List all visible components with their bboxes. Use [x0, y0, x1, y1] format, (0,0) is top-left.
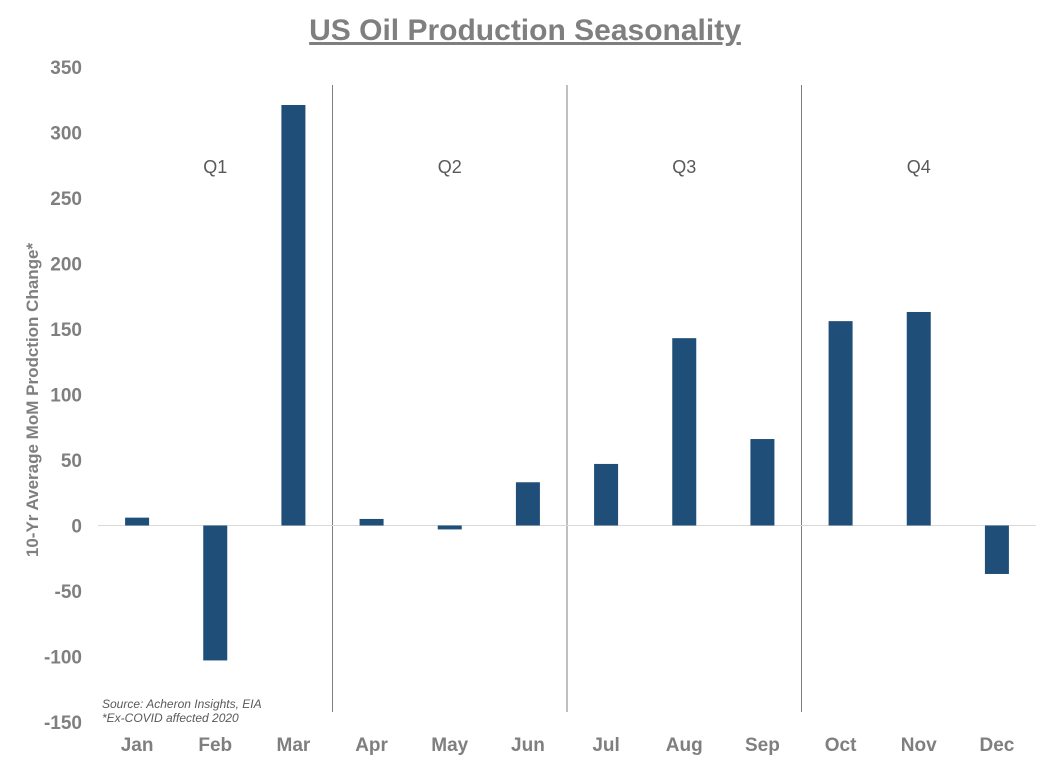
x-tick-label: Feb — [198, 735, 232, 756]
bar-jul — [594, 463, 619, 526]
quarter-label: Q1 — [203, 157, 227, 177]
x-tick-label: Jul — [592, 735, 619, 756]
footnote: *Ex-COVID affected 2020 — [102, 711, 239, 725]
y-tick-label: 0 — [71, 517, 82, 538]
quarter-labels: Q1 Q2 Q3 Q4 — [203, 157, 931, 177]
y-tick-label: 150 — [50, 320, 82, 341]
x-tick-label: Apr — [355, 735, 388, 756]
quarter-label: Q4 — [907, 157, 931, 177]
y-tick-label: 250 — [50, 189, 82, 210]
quarter-label: Q2 — [438, 157, 462, 177]
bars — [125, 104, 1009, 661]
x-tick-label: Sep — [745, 735, 780, 756]
bar-dec — [984, 525, 1009, 574]
bar-jan — [125, 517, 150, 526]
y-tick-label: -100 — [44, 648, 82, 669]
x-tick-label: Jan — [121, 735, 154, 756]
quarter-label: Q3 — [672, 157, 696, 177]
x-tick-label: Dec — [979, 735, 1014, 756]
bar-may — [437, 525, 462, 530]
bar-apr — [359, 518, 384, 526]
y-axis-label: 10-Yr Average MoM Prodction Change* — [23, 242, 42, 557]
y-tick-label: 300 — [50, 124, 82, 145]
y-tick-label: -150 — [44, 713, 82, 734]
x-tick-label: Nov — [901, 735, 937, 756]
bar-nov — [906, 311, 931, 526]
bar-jun — [515, 482, 540, 526]
bar-aug — [672, 338, 697, 526]
source-note: Source: Acheron Insights, EIA — [102, 697, 262, 711]
y-tick-label: 200 — [50, 255, 82, 276]
bar-sep — [750, 439, 775, 526]
x-tick-label: Jun — [511, 735, 545, 756]
y-tick-label: 100 — [50, 386, 82, 407]
y-tick-label: 350 — [50, 58, 82, 79]
x-tick-label: Aug — [666, 735, 703, 756]
y-tick-label: -50 — [55, 582, 82, 603]
bar-oct — [828, 321, 853, 526]
x-tick-label: Oct — [825, 735, 857, 756]
quarter-dividers — [332, 85, 802, 712]
bar-mar — [281, 104, 306, 526]
y-axis-ticks: 350 300 250 200 150 100 50 0 -50 -100 -150 — [44, 58, 82, 734]
y-tick-label: 50 — [61, 451, 82, 472]
chart-title: US Oil Production Seasonality — [309, 14, 741, 47]
x-tick-label: May — [431, 735, 468, 756]
x-axis-ticks: Jan Feb Mar Apr May Jun Jul Aug Sep Oct Nov Dec — [121, 735, 1015, 756]
x-tick-label: Mar — [277, 735, 311, 756]
bar-feb — [203, 525, 228, 661]
